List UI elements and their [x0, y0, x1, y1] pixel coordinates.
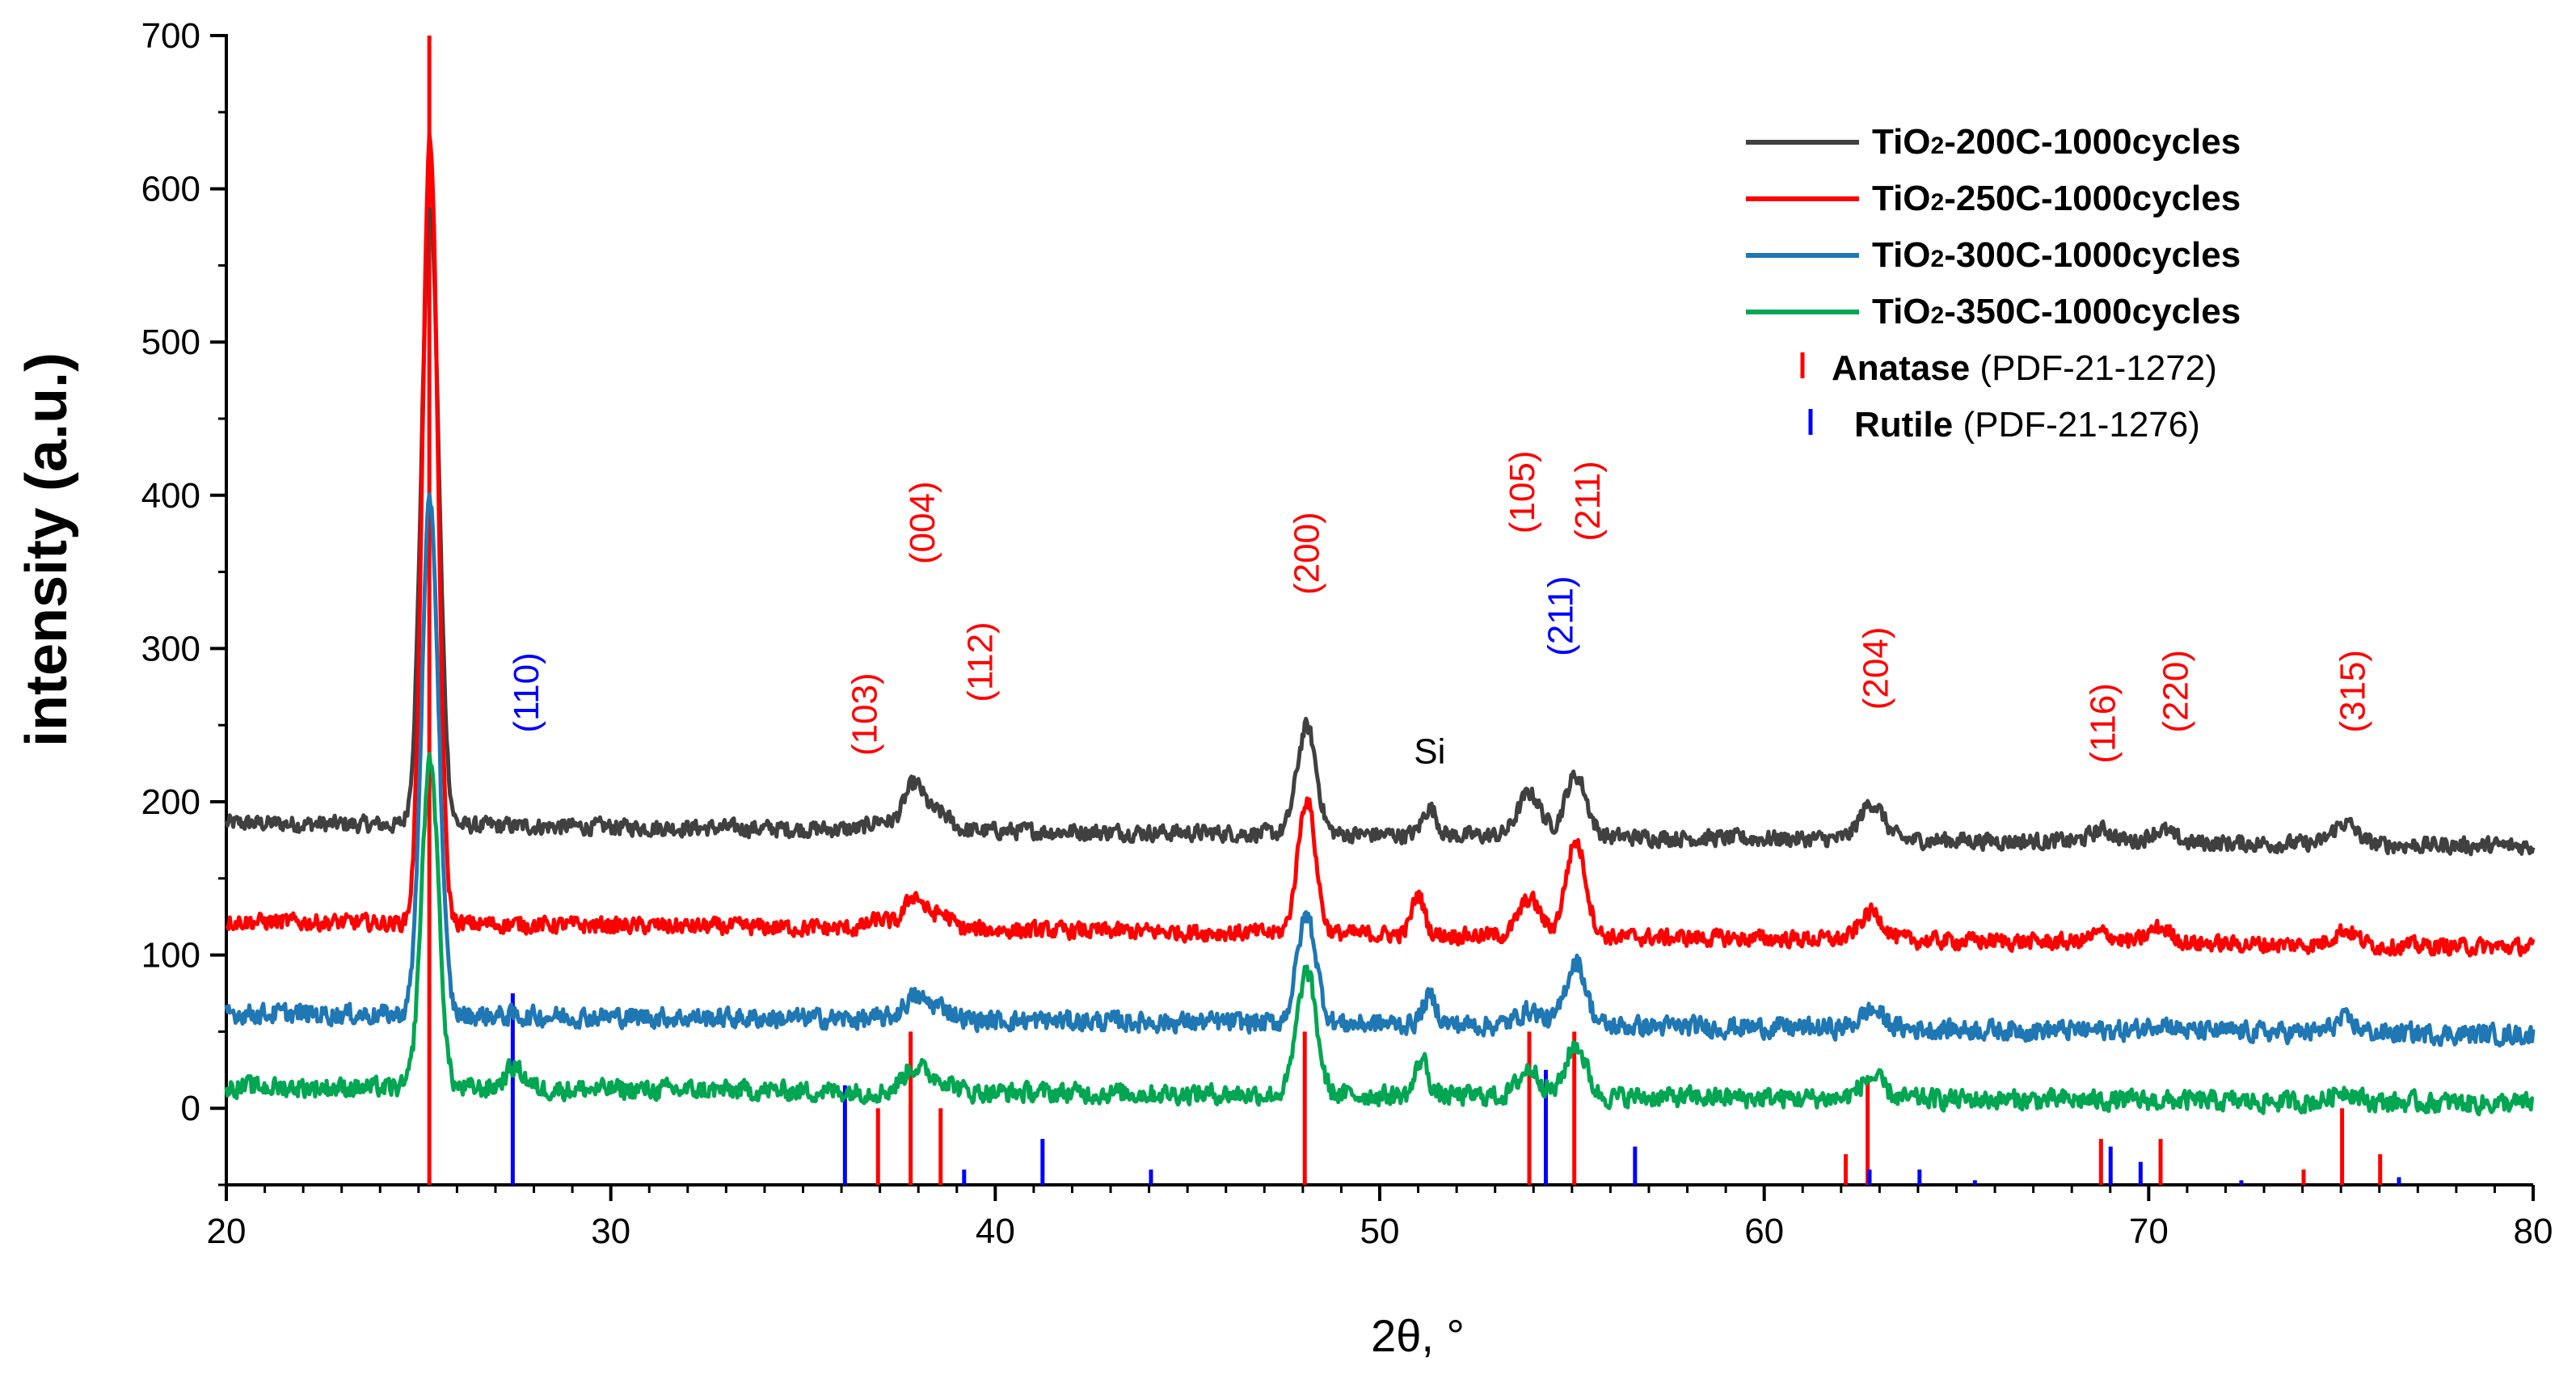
x-axis-title: 2θ, °: [1371, 1310, 1465, 1361]
axes: 20 30 40 50 60 70 80 0 100 200 300 400 500 600 700: [141, 16, 2553, 1251]
legend: TiO2-200C-1000cycles TiO2-250C-1000cycles…: [1746, 122, 2241, 445]
peak-annotations: (101)(110)(103)(004)(112)(200)Si(105)(21…: [507, 450, 2372, 772]
y-tick-label: 200: [141, 782, 200, 822]
legend-label: Rutile (PDF-21-1276): [1854, 405, 2200, 445]
y-tick-label: 600: [141, 170, 200, 209]
series-line: [224, 492, 2536, 1048]
x-tick-label: 50: [1360, 1212, 1400, 1251]
peak-label: (211): [1541, 575, 1581, 655]
peak-label: (220): [2157, 650, 2196, 733]
peak-label: (110): [507, 652, 546, 732]
data-series: [224, 132, 2536, 1117]
y-tick-label: 500: [141, 322, 200, 362]
y-tick-label: 100: [141, 936, 200, 976]
y-tick-label: 700: [141, 16, 200, 56]
y-axis-title: intensity (a.u.): [15, 352, 79, 747]
x-tick-label: 70: [2129, 1212, 2169, 1251]
x-tick-label: 30: [591, 1212, 630, 1251]
series-line: [224, 207, 2536, 857]
peak-label: (004): [903, 481, 942, 564]
peak-label: (200): [1288, 512, 1327, 595]
series-line: [224, 752, 2535, 1117]
peak-label: (105): [1503, 450, 1542, 533]
legend-label: TiO2-300C-1000cycles: [1872, 235, 2241, 275]
peak-label: (204): [1857, 627, 1896, 710]
legend-label: TiO2-250C-1000cycles: [1872, 179, 2241, 218]
peak-label: Si: [1414, 732, 1445, 772]
peak-label: (116): [2083, 683, 2123, 763]
legend-label: TiO2-200C-1000cycles: [1872, 122, 2241, 162]
x-tick-label: 60: [1744, 1212, 1784, 1251]
y-tick-label: 300: [141, 629, 200, 668]
x-tick-label: 80: [2514, 1212, 2553, 1251]
peak-label: (211): [1568, 461, 1608, 541]
peak-label: (315): [2333, 650, 2372, 733]
legend-label: TiO2-350C-1000cycles: [1872, 292, 2241, 331]
peak-label: (112): [960, 622, 1000, 702]
y-tick-label: 0: [181, 1089, 200, 1128]
x-tick-label: 20: [207, 1212, 247, 1251]
peak-label: (103): [845, 672, 885, 756]
x-tick-label: 40: [976, 1212, 1015, 1251]
y-tick-label: 400: [141, 476, 200, 516]
series-line: [225, 132, 2536, 958]
legend-label: Anatase (PDF-21-1272): [1832, 348, 2217, 388]
